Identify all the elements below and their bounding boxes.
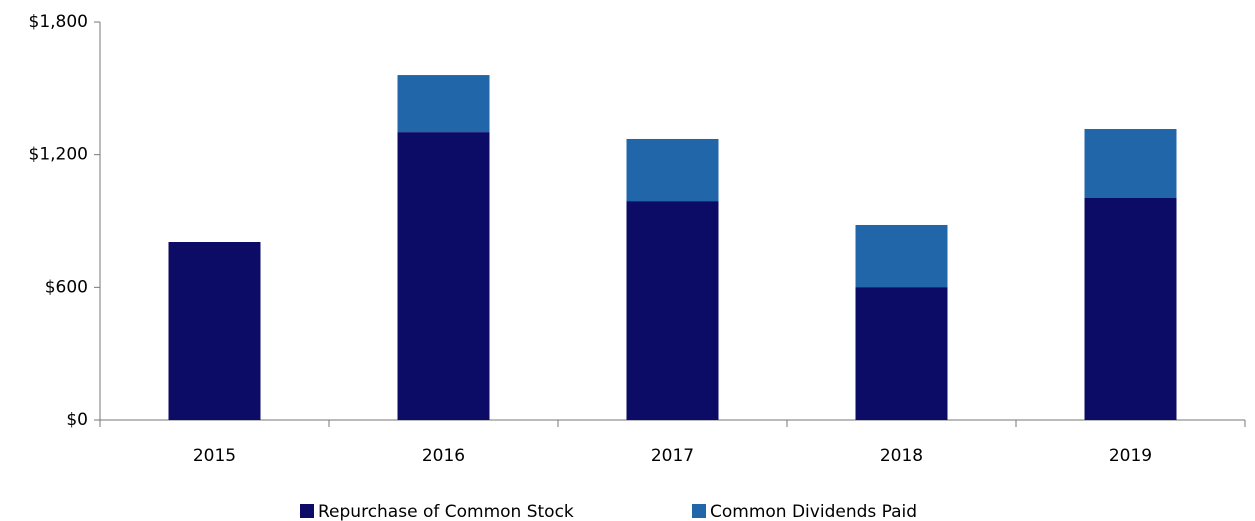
bar-segment — [855, 224, 948, 288]
y-tick-label: $600 — [45, 277, 88, 297]
bar-segment — [397, 75, 490, 133]
x-tick-label: 2017 — [651, 446, 694, 466]
x-tick-label: 2019 — [1109, 446, 1152, 466]
bar-segment — [1084, 129, 1177, 199]
legend-label: Common Dividends Paid — [710, 502, 917, 521]
x-tick-label: 2016 — [422, 446, 465, 466]
bar-segment — [168, 242, 261, 420]
x-tick-label: 2018 — [880, 446, 923, 466]
bar-segment — [1084, 198, 1177, 420]
x-tick-label: 2015 — [193, 446, 236, 466]
y-tick-label: $1,800 — [29, 12, 88, 32]
bar-segment — [626, 201, 719, 420]
legend-swatch — [300, 504, 314, 518]
y-tick-label: $0 — [66, 410, 88, 430]
legend-swatch — [692, 504, 706, 518]
legend-label: Repurchase of Common Stock — [318, 502, 574, 521]
bar-segment — [397, 132, 490, 420]
y-tick-label: $1,200 — [29, 145, 88, 165]
bar-segment — [626, 138, 719, 202]
bar-segment — [855, 287, 948, 420]
